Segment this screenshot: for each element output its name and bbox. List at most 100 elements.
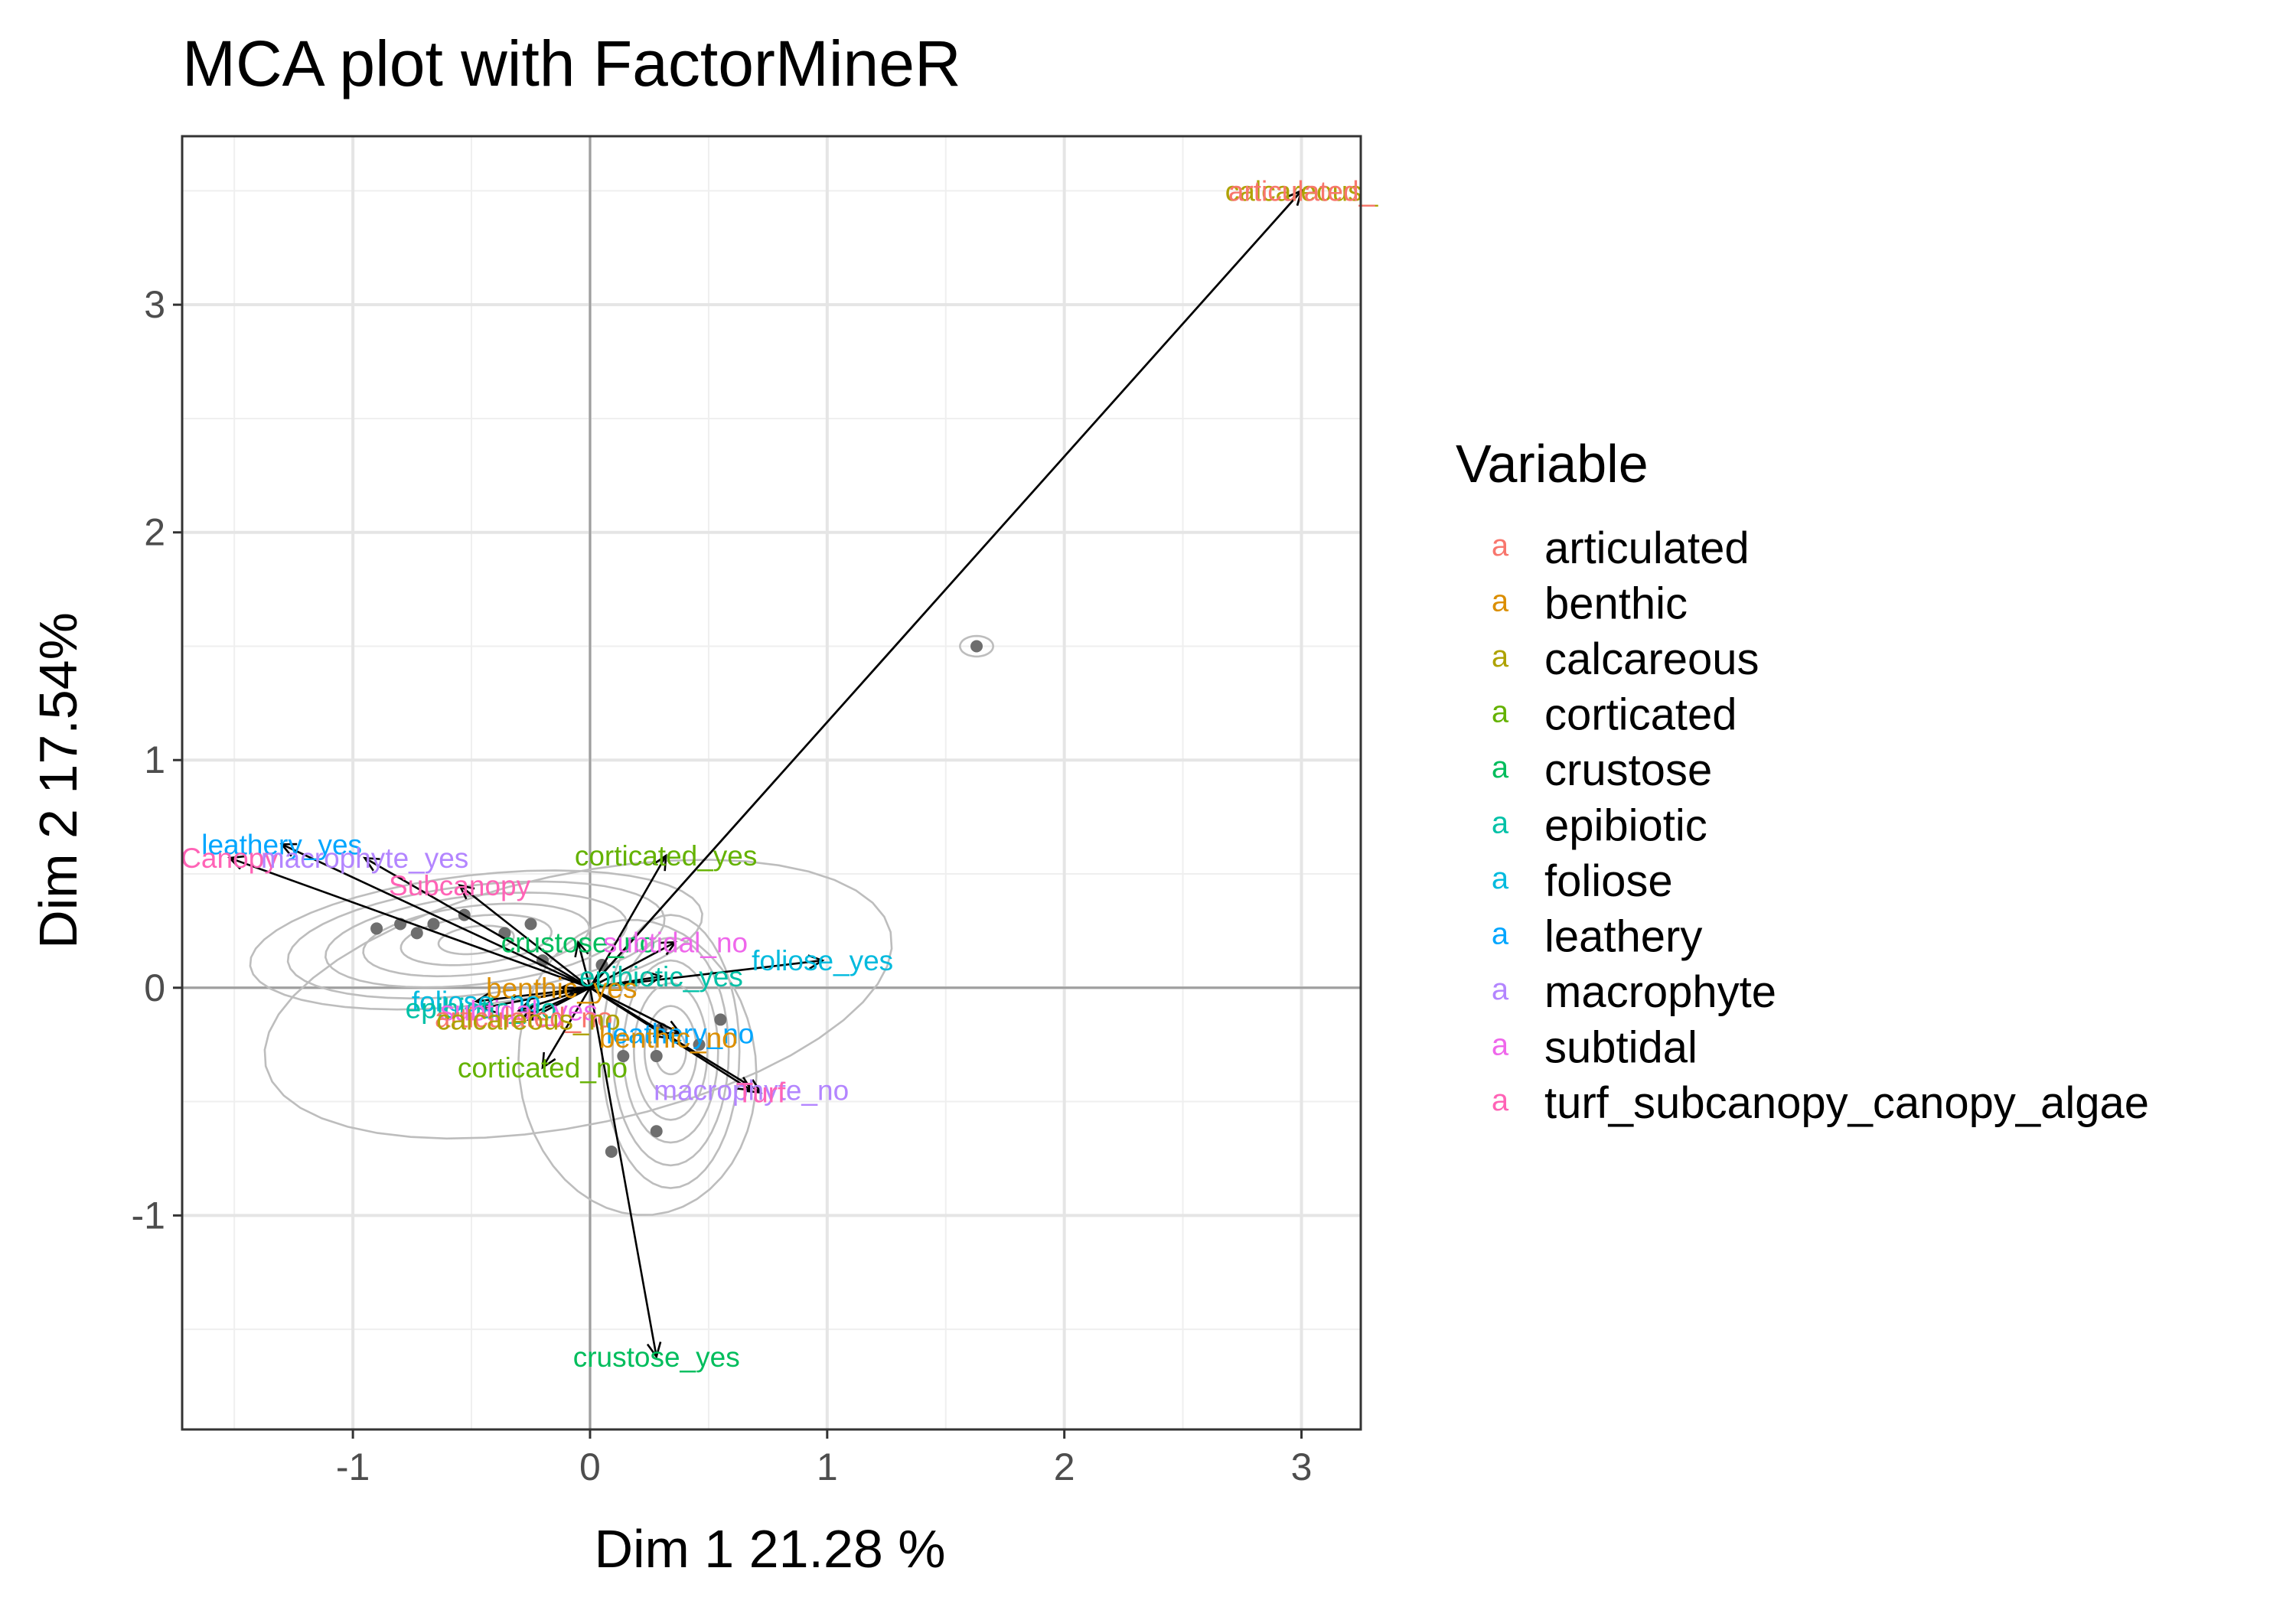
variable-arrow [527,986,591,1021]
variable-arrow [458,884,591,989]
variable-label: articulated_ [1228,175,1375,207]
arrow-head [541,1051,556,1070]
chart-title: MCA plot with FactorMineR [182,28,961,99]
x-tick-label: 1 [817,1446,838,1488]
legend-key-glyph: a [1492,640,1509,673]
individual-point [605,1146,618,1159]
legend-title: Variable [1456,434,1649,494]
variable-label: macrophyte_yes [261,843,468,874]
arrow-head [227,855,245,870]
individual-point [693,1038,706,1051]
variable-arrow [229,856,591,989]
y-tick-label: 2 [144,511,165,554]
legend-key-glyph: a [1492,529,1509,562]
axis-ticks: -1 0 1 2 3 -1 0 1 2 3 [132,283,1313,1488]
individual-point [410,927,423,940]
panel-border [181,135,1362,1431]
variable-arrow [476,986,591,1002]
variable-arrow [589,190,1303,989]
arrow-head [279,843,298,857]
variable-label: leathery_yes [201,829,362,860]
density-contour [612,936,730,1167]
variable-label: foliose_no [412,986,541,1018]
y-tick-label: 1 [144,738,165,781]
legend-key-glyph: a [1492,751,1509,784]
legend-label: foliose [1544,856,1673,906]
variable-label: epibiotic_yes [579,961,743,993]
variable-label: corticated_yes [575,840,758,872]
arrow-head [646,1341,662,1359]
legend-label: leathery [1544,912,1702,962]
legend-label: calcareous [1544,634,1759,684]
variable-label: calcareous_no [436,1004,621,1035]
legend-label: macrophyte [1544,967,1776,1017]
variable-arrow [577,941,592,989]
arrow-head [807,954,825,970]
variable-arrow [364,857,591,989]
variable-arrow [589,986,762,1094]
y-tick-label: -1 [132,1194,165,1237]
arrow-head [574,940,589,958]
variable-label: corticated_no [458,1052,628,1084]
x-tick-label: 2 [1054,1446,1075,1488]
arrow-head [458,884,475,900]
variable-label: crustose_yes [573,1341,740,1373]
variable-label: Canopy [181,843,279,874]
legend-key-glyph: a [1492,696,1509,729]
grid-lines [182,136,1361,1429]
y-tick-label: 0 [144,966,165,1009]
density-contour [643,1005,698,1098]
density-contour [958,634,995,658]
legend-label: benthic [1544,579,1688,629]
variable-label: crustose_no [501,927,656,958]
variable-label: articulated_no [435,1002,612,1033]
arrow-head [526,1006,544,1021]
legend-key-glyph: a [1492,807,1509,840]
variable-label: subtidal_no [603,927,748,958]
legend-label: turf_subcanopy_canopy_algae [1544,1078,2149,1128]
arrow-head [363,856,380,872]
legend-label: subtidal [1544,1023,1698,1073]
variable-arrows [227,189,1303,1359]
legend-label: crustose [1544,745,1712,795]
variable-label: benthic_yes [486,973,637,1004]
legend-key-glyph: a [1492,1028,1509,1062]
variable-arrow [589,855,667,989]
panel-background [182,136,1361,1429]
variable-label: Turf [736,1077,786,1109]
variable-arrow [589,987,657,1358]
variable-arrow [481,986,591,1009]
arrow-head [652,853,667,872]
variable-label: leathery_no [606,1018,754,1049]
density-contour [437,924,515,956]
variable-label: calcareous_ [1225,175,1378,207]
y-axis-title: Dim 2 17.54% [28,612,88,949]
variable-label: subtidal_yes [440,996,598,1027]
variable-label: Subcanopy [389,870,531,901]
x-tick-label: 0 [579,1446,601,1488]
variable-arrow [281,843,591,989]
legend-key-glyph: a [1492,1084,1509,1117]
x-axis-title: Dim 1 21.28 % [594,1519,945,1579]
variable-arrow [589,941,677,989]
density-contour [632,982,709,1121]
legend-key-glyph: a [1492,973,1509,1006]
arrow-head [664,1020,683,1035]
individual-point [427,918,440,931]
variable-arrow [541,987,592,1068]
legend-label: articulated [1544,523,1750,573]
variable-label: benthic_no [599,1022,738,1054]
x-tick-label: -1 [336,1446,370,1488]
variable-label: foliose_yes [752,945,893,976]
individual-point [524,918,537,931]
arrow-head [1287,189,1303,206]
legend-key-glyph: a [1492,585,1509,618]
arrow-head [745,1079,763,1094]
arrow-head [735,1076,754,1092]
individual-point [370,922,383,935]
individual-point [714,1013,727,1026]
legend-label: corticated [1544,690,1737,740]
variable-arrow [589,975,662,989]
individual-point [970,640,983,653]
